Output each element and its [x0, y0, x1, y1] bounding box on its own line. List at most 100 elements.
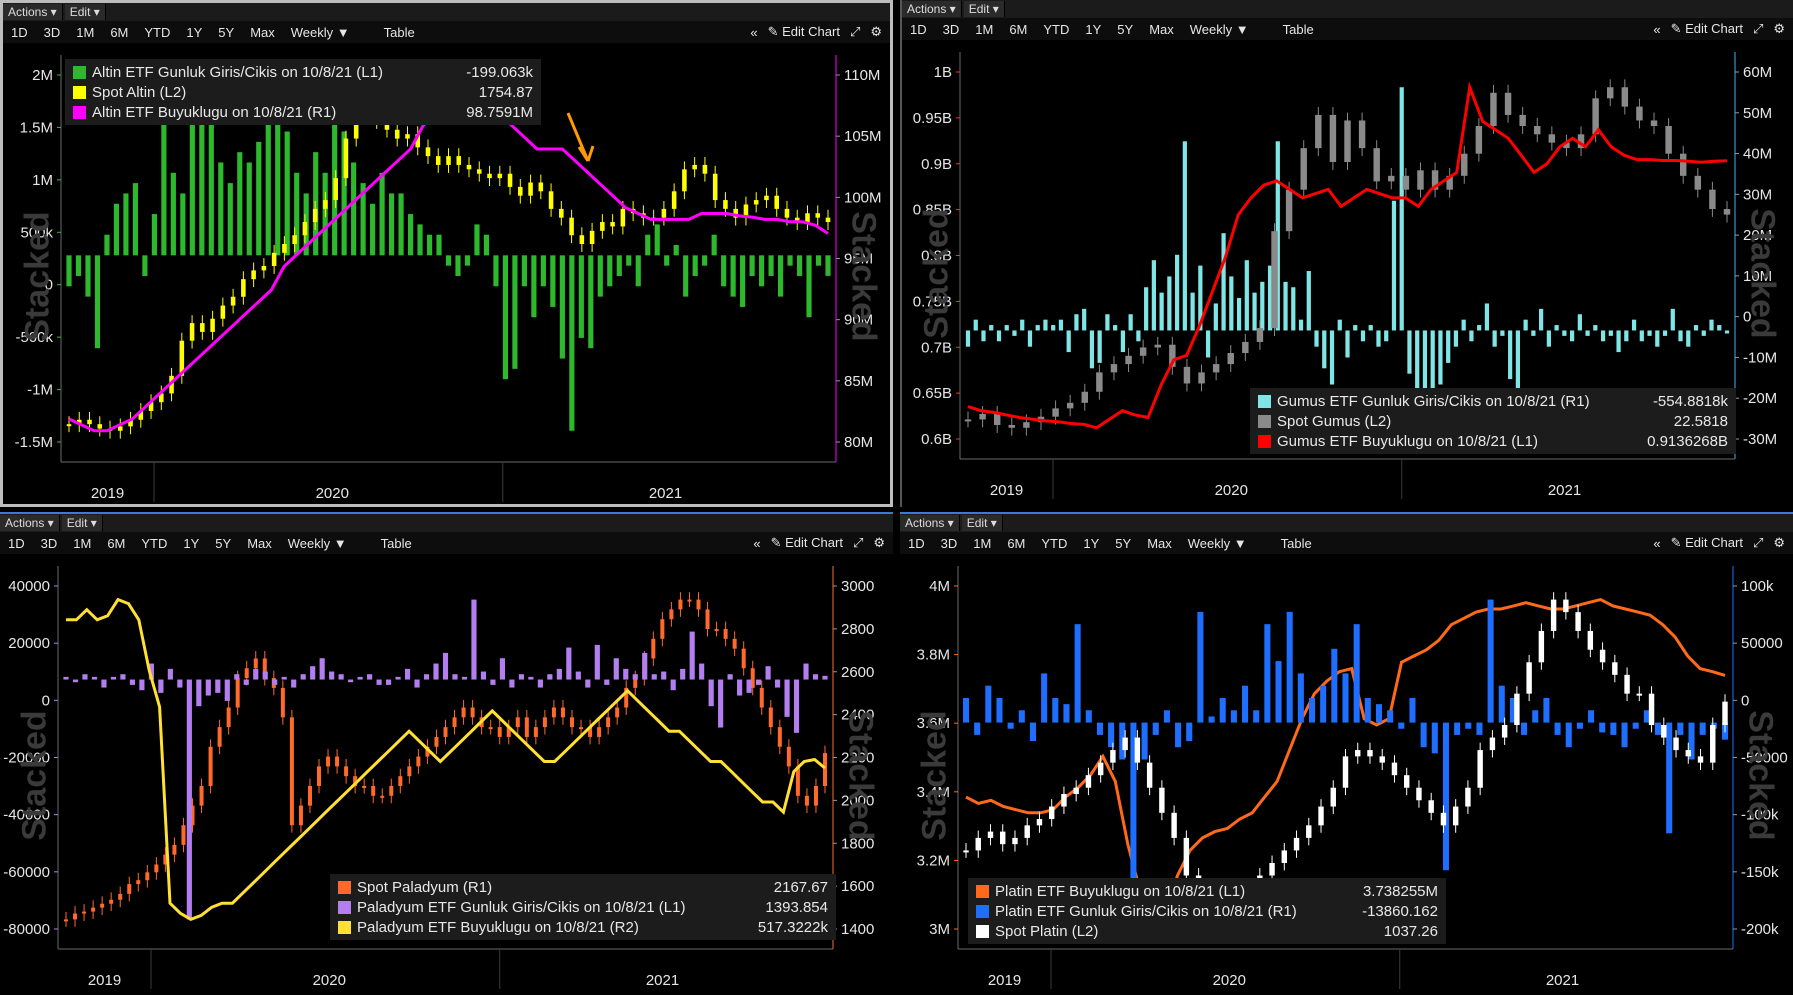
- candle-body: [615, 707, 620, 718]
- range-button-1y[interactable]: 1Y: [183, 535, 200, 551]
- actions-menu[interactable]: Actions ▾: [900, 515, 960, 531]
- legend-label: Gumus ETF Gunluk Giris/Cikis on 10/8/21 …: [1277, 392, 1590, 410]
- collapse-icon[interactable]: «: [1653, 535, 1661, 551]
- table-button[interactable]: Table: [383, 24, 415, 40]
- edit-menu[interactable]: Edit ▾: [61, 515, 103, 531]
- actions-menu[interactable]: Actions ▾: [3, 4, 63, 20]
- edit-chart-button[interactable]: ✎ Edit Chart: [767, 24, 840, 39]
- legend-swatch: [338, 920, 351, 934]
- bar: [756, 679, 762, 685]
- frequency-dropdown[interactable]: Weekly ▼: [1187, 535, 1247, 551]
- gear-icon[interactable]: ⚙: [870, 24, 882, 39]
- x-tick-label: 2019: [91, 485, 124, 502]
- range-button-1m[interactable]: 1M: [73, 535, 92, 551]
- range-button-max[interactable]: Max: [247, 535, 272, 551]
- range-button-3d[interactable]: 3D: [940, 535, 958, 551]
- range-button-5y[interactable]: 5Y: [218, 24, 235, 40]
- bar: [1709, 319, 1714, 331]
- range-button-1m[interactable]: 1M: [973, 535, 992, 551]
- range-button-ytd[interactable]: YTD: [141, 535, 168, 551]
- right-tick-label: 50M: [1743, 105, 1772, 122]
- resize-icon[interactable]: ⤢: [852, 535, 864, 550]
- bar: [1376, 330, 1381, 347]
- range-button-5y[interactable]: 5Y: [1117, 21, 1134, 37]
- range-button-1d[interactable]: 1D: [908, 535, 925, 551]
- range-button-ytd[interactable]: YTD: [1041, 535, 1068, 551]
- range-button-1d[interactable]: 1D: [910, 21, 927, 37]
- candle-body: [200, 323, 205, 332]
- left-tick-label: 0.8B: [921, 248, 952, 265]
- table-button[interactable]: Table: [1280, 535, 1312, 551]
- range-button-max[interactable]: Max: [250, 24, 275, 40]
- candle-body: [1685, 750, 1691, 757]
- candle-body: [1465, 787, 1471, 807]
- range-button-max[interactable]: Max: [1149, 21, 1174, 37]
- bar: [1097, 330, 1102, 363]
- frequency-dropdown[interactable]: Weekly ▼: [1189, 21, 1249, 37]
- edit-chart-button[interactable]: ✎ Edit Chart: [770, 535, 843, 550]
- range-button-ytd[interactable]: YTD: [144, 24, 171, 40]
- edit-menu[interactable]: Edit ▾: [64, 4, 106, 20]
- range-button-6m[interactable]: 6M: [1007, 535, 1026, 551]
- candle-body: [1169, 344, 1176, 367]
- candle-body: [1607, 87, 1614, 99]
- edit-chart-button[interactable]: ✎ Edit Chart: [1670, 21, 1743, 36]
- range-button-1d[interactable]: 1D: [11, 24, 28, 40]
- resize-icon[interactable]: ⤢: [1752, 21, 1764, 36]
- actions-menu[interactable]: Actions ▾: [0, 515, 60, 531]
- range-button-6m[interactable]: 6M: [1009, 21, 1028, 37]
- bar: [101, 679, 107, 688]
- bar: [512, 255, 518, 369]
- bar: [1420, 722, 1427, 748]
- bar: [113, 203, 120, 256]
- bar: [294, 172, 300, 256]
- frequency-dropdown[interactable]: Weekly ▼: [290, 24, 350, 40]
- range-button-5y[interactable]: 5Y: [215, 535, 232, 551]
- range-button-6m[interactable]: 6M: [107, 535, 126, 551]
- range-button-3d[interactable]: 3D: [40, 535, 58, 551]
- range-button-1y[interactable]: 1Y: [186, 24, 203, 40]
- gear-icon[interactable]: ⚙: [873, 535, 885, 550]
- frequency-dropdown[interactable]: Weekly ▼: [287, 535, 347, 551]
- bar: [1677, 722, 1684, 735]
- candle-body: [1097, 762, 1104, 776]
- candle-body: [282, 244, 287, 253]
- bar: [161, 100, 167, 256]
- resize-icon[interactable]: ⤢: [849, 24, 861, 39]
- legend-label: Platin ETF Gunluk Giris/Cikis on 10/8/21…: [995, 902, 1297, 920]
- candle-body: [528, 182, 533, 196]
- right-tick-label: 95M: [844, 251, 873, 268]
- bar: [774, 679, 781, 688]
- edit-menu[interactable]: Edit ▾: [961, 515, 1003, 531]
- range-button-1m[interactable]: 1M: [975, 21, 994, 37]
- range-button-ytd[interactable]: YTD: [1043, 21, 1070, 37]
- range-button-max[interactable]: Max: [1147, 535, 1172, 551]
- resize-icon[interactable]: ⤢: [1752, 535, 1764, 550]
- collapse-icon[interactable]: «: [750, 24, 758, 40]
- collapse-icon[interactable]: «: [1653, 21, 1661, 37]
- table-button[interactable]: Table: [380, 535, 412, 551]
- candle-body: [560, 707, 565, 718]
- gear-icon[interactable]: ⚙: [1773, 21, 1785, 36]
- x-tick-label: 2021: [649, 485, 682, 502]
- range-button-6m[interactable]: 6M: [110, 24, 129, 40]
- candle-body: [148, 402, 154, 411]
- range-button-1y[interactable]: 1Y: [1083, 535, 1100, 551]
- bar: [300, 674, 306, 680]
- bar: [1085, 710, 1092, 723]
- range-button-3d[interactable]: 3D: [43, 24, 61, 40]
- bar: [1159, 292, 1164, 331]
- gear-icon[interactable]: ⚙: [1773, 535, 1785, 550]
- left-tick-label: 3.4M: [917, 784, 950, 801]
- range-button-1m[interactable]: 1M: [76, 24, 95, 40]
- table-button[interactable]: Table: [1282, 21, 1314, 37]
- edit-menu[interactable]: Edit ▾: [963, 1, 1005, 17]
- range-button-1d[interactable]: 1D: [8, 535, 25, 551]
- range-button-3d[interactable]: 3D: [942, 21, 960, 37]
- range-button-5y[interactable]: 5Y: [1115, 535, 1132, 551]
- actions-menu[interactable]: Actions ▾: [902, 1, 962, 17]
- candle-body: [1710, 725, 1716, 763]
- edit-chart-button[interactable]: ✎ Edit Chart: [1670, 535, 1743, 550]
- range-button-1y[interactable]: 1Y: [1085, 21, 1102, 37]
- collapse-icon[interactable]: «: [753, 535, 761, 551]
